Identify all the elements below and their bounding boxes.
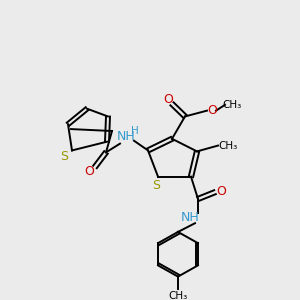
Text: H: H xyxy=(131,126,139,136)
Text: CH₃: CH₃ xyxy=(218,141,238,151)
Text: NH: NH xyxy=(117,130,135,143)
Text: NH: NH xyxy=(181,211,200,224)
Text: CH₃: CH₃ xyxy=(168,291,188,300)
Text: S: S xyxy=(152,179,160,192)
Text: O: O xyxy=(84,165,94,178)
Text: O: O xyxy=(163,94,173,106)
Text: O: O xyxy=(216,185,226,198)
Text: S: S xyxy=(60,150,68,163)
Text: CH₃: CH₃ xyxy=(222,100,242,110)
Text: O: O xyxy=(207,104,217,117)
